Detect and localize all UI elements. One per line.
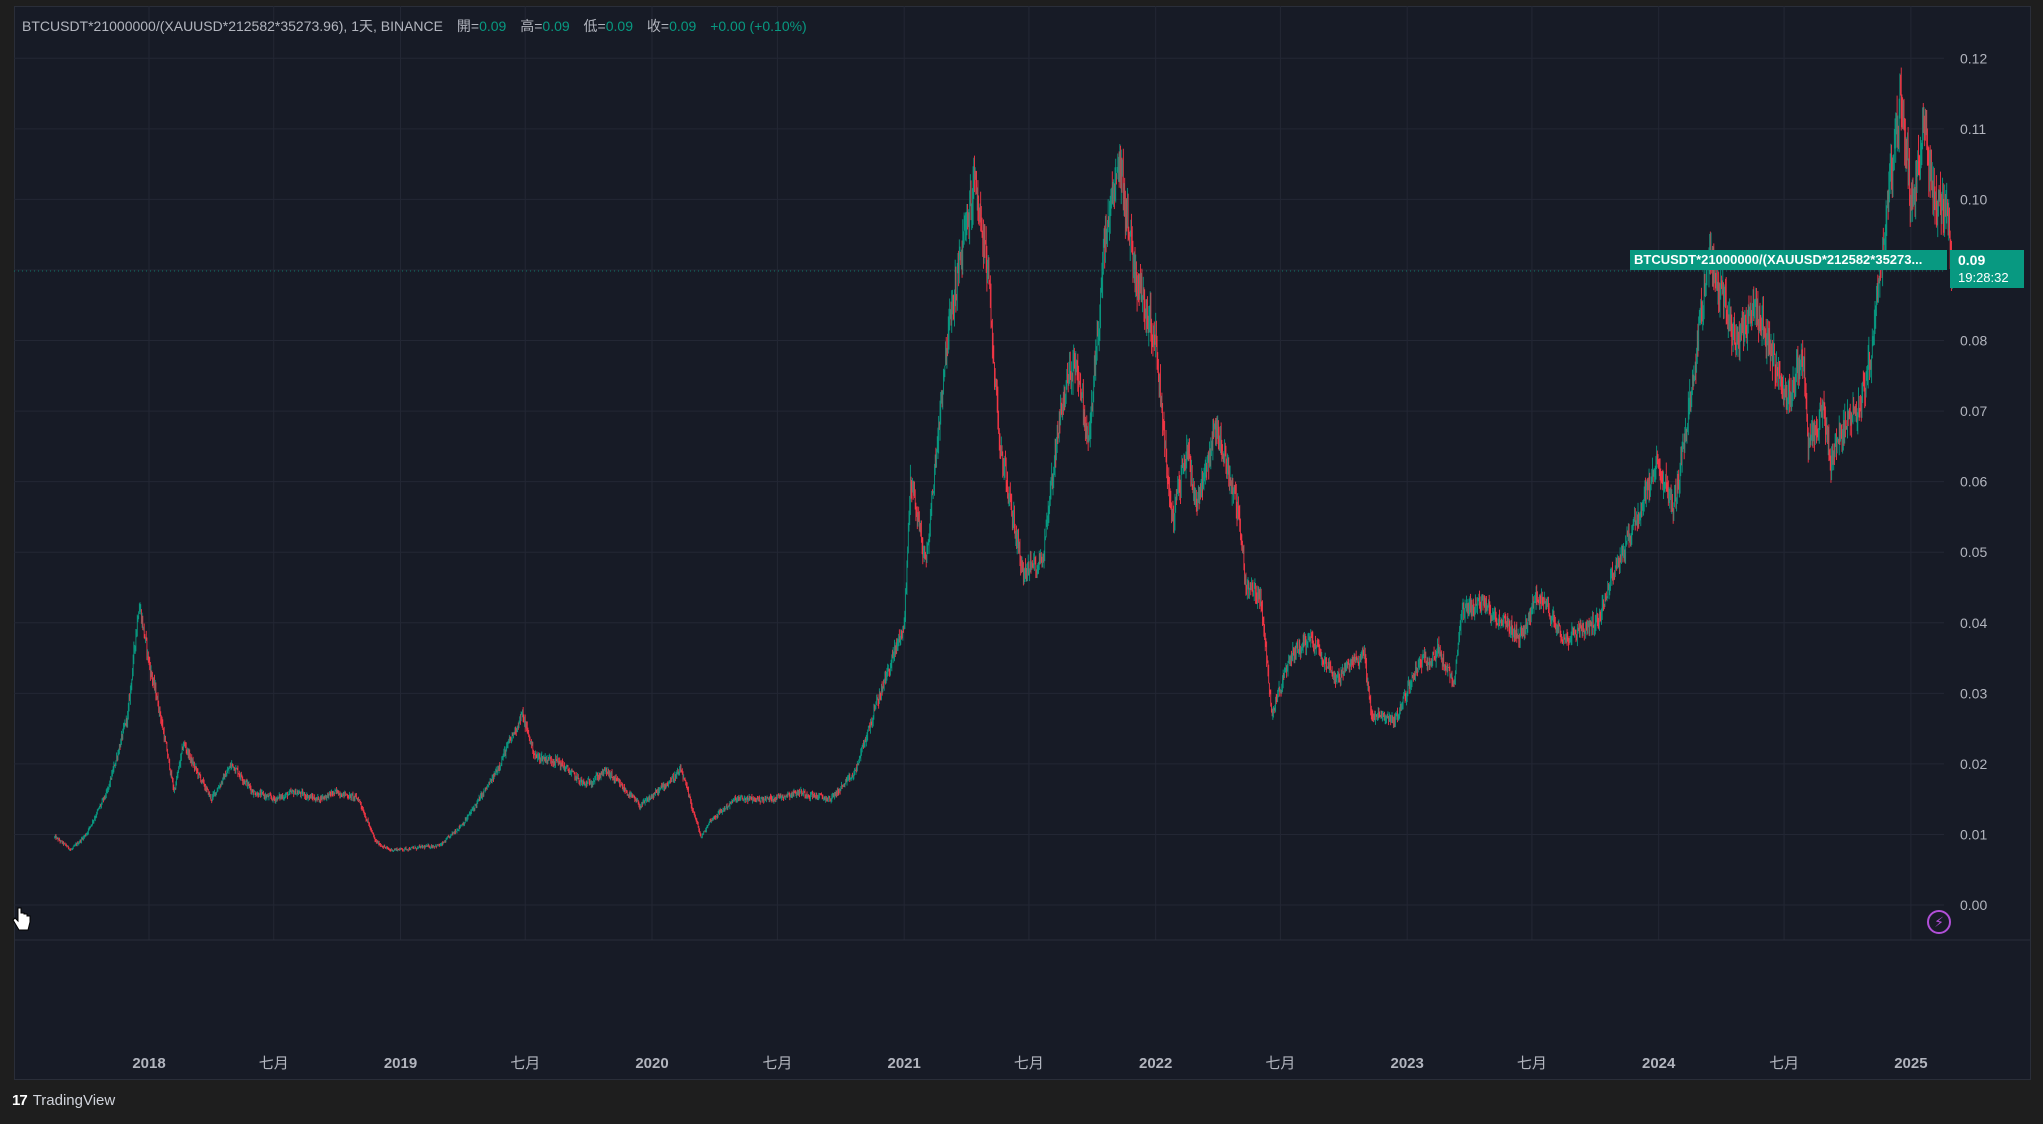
high-label: 高= <box>520 18 543 34</box>
tradingview-logo-icon[interactable]: 17 <box>12 1092 28 1109</box>
y-tick-label: 0.05 <box>1960 544 1987 560</box>
last-price-tag: 0.09 19:28:32 <box>1950 250 2024 288</box>
open-label: 開= <box>456 18 480 34</box>
x-tick-label: 2025 <box>1894 1055 1927 1072</box>
y-tick-label: 0.01 <box>1960 826 1987 842</box>
y-tick-label: 0.10 <box>1960 191 1987 207</box>
close-label: 收= <box>646 18 670 34</box>
symbol-label[interactable]: BTCUSDT*21000000/(XAUUSD*212582*35273.96… <box>22 18 443 34</box>
y-tick-label: 0.12 <box>1960 50 1987 66</box>
high-value: 0.09 <box>542 18 570 34</box>
chart-frame <box>14 6 2031 1080</box>
x-tick-label: 2019 <box>384 1055 417 1072</box>
change-value: +0.00 (+0.10%) <box>710 18 807 34</box>
open-value: 0.09 <box>479 18 507 34</box>
y-tick-label: 0.03 <box>1960 685 1987 701</box>
low-label: 低= <box>583 18 606 34</box>
last-price-value: 0.09 <box>1958 252 1986 268</box>
x-tick-label: 七月 <box>510 1055 540 1072</box>
x-tick-label: 2022 <box>1139 1055 1172 1072</box>
x-tick-label: 七月 <box>1014 1055 1044 1072</box>
close-value: 0.09 <box>669 18 697 34</box>
x-tick-label: 2024 <box>1642 1055 1676 1072</box>
series-price-label: BTCUSDT*21000000/(XAUUSD*212582*35273... <box>1630 250 1947 270</box>
y-tick-label: 0.07 <box>1960 403 1987 419</box>
bar-countdown: 19:28:32 <box>1958 270 2009 285</box>
y-tick-label: 0.04 <box>1960 615 1987 631</box>
candles-group <box>54 67 1955 853</box>
y-tick-label: 0.08 <box>1960 333 1987 349</box>
x-tick-label: 2018 <box>132 1055 165 1072</box>
x-tick-label: 七月 <box>762 1055 792 1072</box>
footer: 17 TradingView <box>12 1092 115 1109</box>
x-tick-label: 2021 <box>888 1055 921 1072</box>
x-tick-label: 七月 <box>1769 1055 1799 1072</box>
y-tick-label: 0.00 <box>1960 897 1987 913</box>
brand-label[interactable]: TradingView <box>32 1092 116 1109</box>
y-tick-label: 0.11 <box>1960 121 1986 137</box>
y-tick-label: 0.02 <box>1960 756 1987 772</box>
x-tick-label: 七月 <box>1517 1055 1547 1072</box>
y-tick-label: 0.06 <box>1960 474 1987 490</box>
lightning-icon[interactable]: ⚡ <box>1927 910 1951 934</box>
x-tick-label: 七月 <box>259 1055 289 1072</box>
x-tick-label: 2023 <box>1391 1055 1424 1072</box>
low-value: 0.09 <box>605 18 633 34</box>
x-tick-label: 七月 <box>1265 1055 1295 1072</box>
chart-legend[interactable]: BTCUSDT*21000000/(XAUUSD*212582*35273.96… <box>22 16 807 36</box>
x-tick-label: 2020 <box>635 1055 668 1072</box>
hand-cursor-icon <box>12 904 32 936</box>
